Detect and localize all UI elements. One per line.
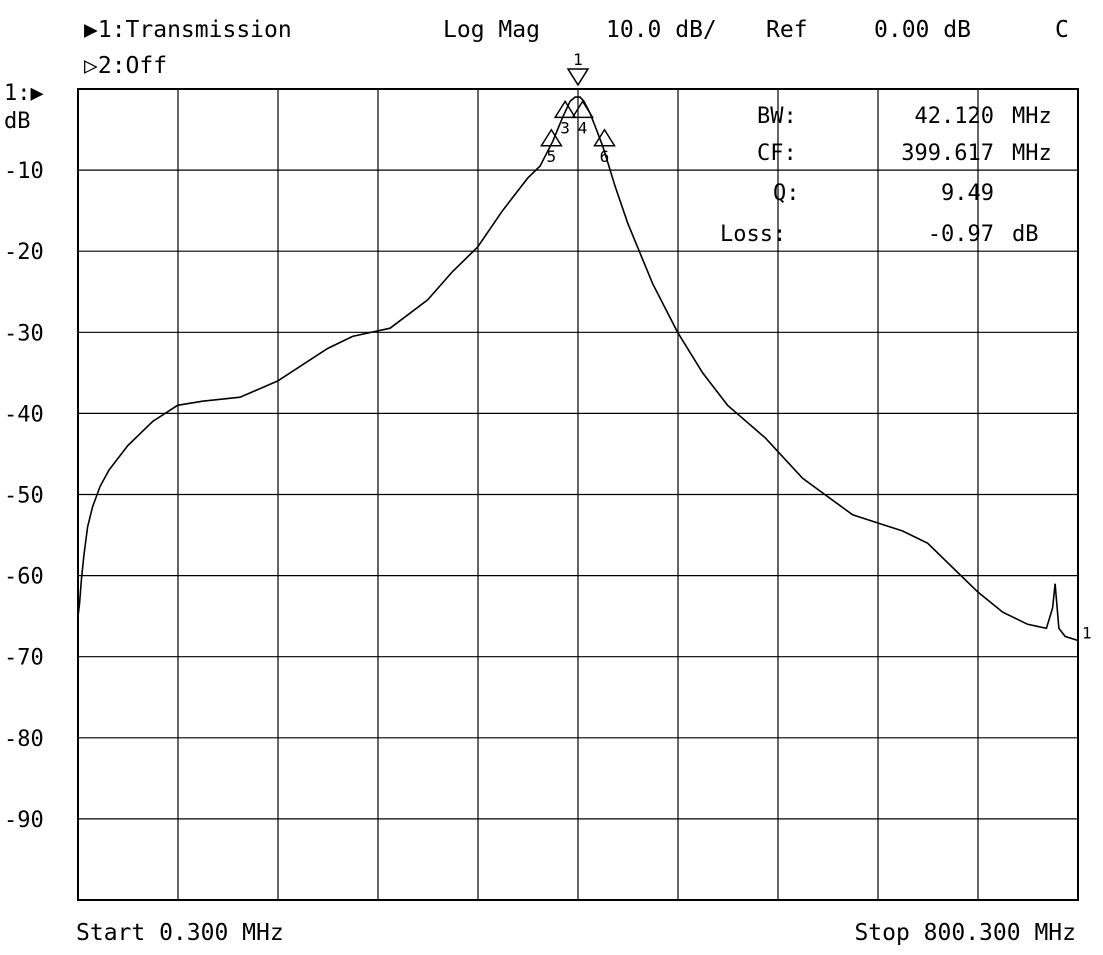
y-tick-label: -80 [4,727,44,752]
cf-value: 399.617 [901,141,994,166]
transmission-trace [77,96,1079,642]
markers: 1 3 4 5 6 [540,50,616,166]
loss-unit: dB [1012,222,1039,247]
marker-3-label: 3 [560,118,570,137]
format-label: Log Mag [443,17,540,43]
plot-grid [77,88,1079,901]
marker-4-label: 4 [578,118,588,137]
marker-5-label: 5 [547,147,557,166]
cf-label: CF: [757,141,797,166]
scale-label: 10.0 dB/ [606,17,717,43]
status-flag: C [1055,17,1069,43]
cf-unit: MHz [1012,141,1052,166]
y-tick-label: -10 [4,159,44,184]
bw-label: BW: [757,104,797,129]
marker-5-symbol [540,128,563,147]
loss-label: Loss: [720,222,786,247]
loss-value: -0.97 [928,222,994,247]
start-frequency: Start 0.300 MHz [76,920,284,946]
bw-unit: MHz [1012,104,1052,129]
trace-end-label: 1 [1082,623,1092,642]
ref-value: 0.00 dB [874,17,971,43]
y-tick-label: -50 [4,484,44,509]
y-tick-labels: -10 -20 -30 -40 -50 -60 -70 -80 -90 [4,159,44,833]
stop-frequency: Stop 800.300 MHz [854,920,1076,946]
y-tick-label: -20 [4,240,44,265]
q-value: 9.49 [941,181,994,206]
y-tick-label: -30 [4,321,44,346]
y-tick-label: -90 [4,808,44,833]
marker-6-label: 6 [600,147,610,166]
q-label: Q: [773,181,800,206]
channel-1-label: ▶1:Transmission [84,17,292,43]
y-tick-label: -60 [4,565,44,590]
marker-1-symbol [566,68,590,87]
y-tick-label: -70 [4,646,44,671]
marker-6-symbol [593,128,616,147]
reference-marker: 1:▶ [4,81,44,106]
marker-3-symbol [553,99,577,119]
marker-1-label: 1 [573,50,583,69]
y-unit-label: dB [4,109,31,134]
y-tick-label: -40 [4,402,44,427]
marker-4-symbol [571,99,594,119]
channel-2-label: ▷2:Off [84,53,167,79]
ref-label: Ref [766,17,808,43]
bw-value: 42.120 [915,104,994,129]
